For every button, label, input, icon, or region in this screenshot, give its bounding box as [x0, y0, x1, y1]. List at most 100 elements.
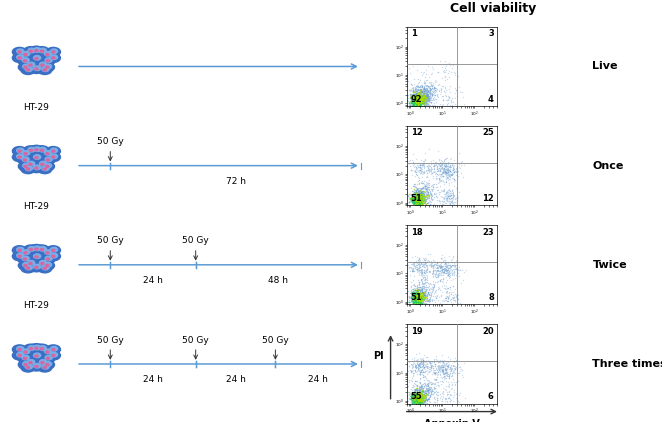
Point	[412, 200, 422, 207]
Point	[442, 354, 453, 360]
Point	[414, 94, 425, 101]
Point	[416, 98, 427, 105]
Point	[415, 394, 426, 400]
Point	[417, 95, 428, 102]
Point	[419, 78, 430, 85]
Point	[434, 160, 444, 167]
Point	[432, 265, 442, 271]
Point	[412, 100, 422, 106]
Point	[414, 299, 424, 306]
Point	[422, 297, 432, 303]
Point	[448, 171, 459, 178]
Point	[419, 279, 430, 286]
Point	[439, 194, 449, 201]
Point	[410, 92, 421, 98]
Point	[444, 265, 455, 271]
Point	[420, 197, 430, 204]
Point	[427, 369, 438, 376]
Point	[416, 384, 426, 391]
Point	[414, 185, 424, 192]
Point	[412, 197, 422, 203]
Point	[443, 359, 453, 365]
Point	[435, 369, 446, 376]
Point	[435, 166, 446, 173]
Point	[416, 294, 426, 300]
Point	[424, 92, 435, 99]
Point	[412, 197, 422, 204]
Point	[429, 168, 440, 175]
Point	[413, 398, 424, 405]
Point	[418, 157, 428, 164]
Point	[413, 95, 424, 102]
Point	[412, 288, 422, 295]
Point	[414, 203, 425, 210]
Point	[418, 394, 428, 400]
Point	[458, 360, 469, 367]
Point	[412, 199, 423, 206]
Point	[412, 95, 422, 102]
Point	[438, 97, 448, 103]
Circle shape	[18, 56, 32, 65]
Point	[426, 166, 436, 173]
Point	[436, 187, 446, 193]
Point	[411, 200, 422, 206]
Point	[451, 291, 462, 298]
Point	[413, 392, 424, 398]
Point	[405, 87, 416, 94]
Point	[416, 395, 427, 402]
Point	[437, 377, 448, 384]
Point	[412, 87, 423, 93]
Point	[406, 392, 416, 399]
Point	[422, 395, 433, 401]
Point	[410, 100, 420, 107]
Point	[420, 287, 430, 294]
Point	[447, 195, 457, 202]
Point	[415, 392, 426, 399]
Point	[413, 92, 424, 99]
Point	[411, 100, 422, 106]
Point	[410, 388, 421, 395]
Point	[409, 297, 420, 303]
Point	[418, 393, 428, 400]
Point	[408, 95, 418, 102]
Point	[414, 93, 424, 100]
Circle shape	[13, 152, 26, 162]
Point	[418, 94, 429, 101]
Point	[411, 91, 422, 98]
Point	[407, 194, 418, 200]
Point	[408, 360, 419, 367]
Point	[417, 367, 428, 373]
Point	[446, 290, 456, 297]
Point	[415, 379, 426, 386]
Point	[442, 371, 453, 378]
Point	[418, 90, 429, 97]
Point	[410, 402, 421, 408]
Point	[457, 267, 467, 273]
Point	[433, 160, 444, 167]
Point	[414, 199, 424, 206]
Point	[424, 166, 435, 173]
Point	[446, 192, 456, 199]
Point	[418, 360, 428, 367]
Point	[420, 307, 431, 314]
Point	[446, 262, 456, 269]
Point	[410, 97, 421, 104]
Point	[411, 98, 422, 105]
Point	[411, 199, 422, 206]
Point	[410, 286, 421, 292]
Point	[407, 92, 418, 99]
Point	[412, 94, 422, 101]
Point	[443, 92, 453, 99]
Point	[413, 96, 424, 103]
Point	[442, 362, 452, 369]
Point	[412, 97, 422, 103]
Point	[424, 394, 435, 400]
Point	[425, 359, 436, 365]
Point	[411, 394, 422, 400]
Point	[406, 187, 417, 194]
Point	[450, 168, 461, 175]
Point	[448, 262, 458, 269]
Point	[420, 262, 431, 268]
Point	[412, 95, 422, 101]
Point	[411, 97, 422, 104]
